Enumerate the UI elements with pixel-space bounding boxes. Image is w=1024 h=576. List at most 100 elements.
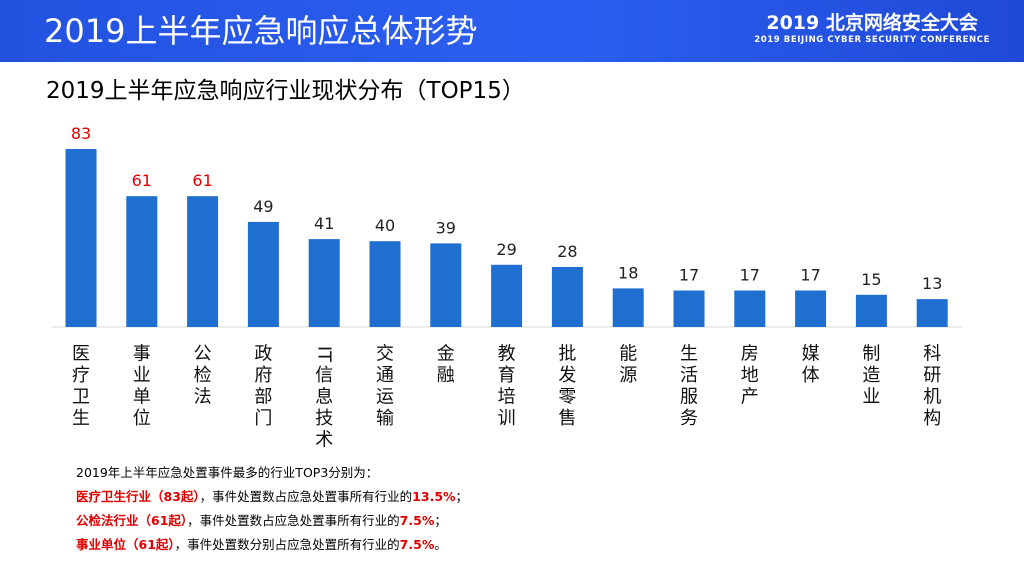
bar-医疗卫生 [65, 149, 97, 327]
svg-text:生: 生 [680, 344, 698, 365]
conference-logo: 2019 北京网络安全大会 2019 BEIJING CYBER SECURIT… [754, 12, 990, 46]
svg-text:构: 构 [923, 408, 941, 429]
svg-text:通: 通 [376, 365, 394, 386]
data-label: 49 [253, 197, 273, 216]
svg-text:息: 息 [315, 387, 333, 408]
data-label: 17 [800, 266, 820, 285]
svg-text:务: 务 [680, 408, 698, 429]
note-percent: 13.5% [412, 489, 456, 504]
bar-公检法 [187, 196, 219, 327]
bar-科研机构 [916, 299, 948, 327]
svg-text:零: 零 [558, 387, 576, 408]
note-end: ； [434, 513, 447, 528]
notes-intro: 2019年上半年应急处置事件最多的行业TOP3分别为： [76, 465, 379, 480]
svg-text:政: 政 [254, 344, 272, 365]
svg-text:运: 运 [376, 387, 394, 408]
svg-text:训: 训 [498, 408, 516, 429]
bar-教育培训 [491, 264, 523, 327]
category-label: 能源 [619, 344, 637, 387]
bar-金融 [430, 243, 462, 327]
note-text: ，事件处置数占应急处置事所有行业的 [187, 513, 400, 528]
data-label: 61 [192, 171, 212, 190]
conference-name-en: 2019 BEIJING CYBER SECURITY CONFERENCE [754, 35, 990, 45]
svg-text:生: 生 [72, 408, 90, 429]
category-label: 媒体 [802, 344, 820, 387]
category-label: 医疗卫生 [72, 344, 90, 430]
svg-text:源: 源 [619, 365, 637, 386]
svg-text:部: 部 [254, 387, 272, 408]
svg-text:卫: 卫 [72, 387, 90, 408]
svg-text:金: 金 [437, 344, 455, 365]
svg-text:检: 检 [194, 365, 212, 386]
data-label: 61 [132, 171, 152, 190]
svg-text:制: 制 [862, 344, 880, 365]
svg-text:术: 术 [315, 430, 333, 451]
svg-text:育: 育 [498, 365, 516, 386]
data-label: 40 [375, 216, 395, 235]
note-name: 公检法行业（61起） [76, 513, 188, 528]
svg-text:活: 活 [680, 365, 698, 386]
data-label: 83 [71, 124, 91, 143]
svg-text:能: 能 [619, 344, 637, 365]
svg-text:研: 研 [923, 365, 941, 386]
svg-text:技: 技 [315, 408, 333, 429]
bar-交通运输 [369, 241, 401, 327]
svg-text:输: 输 [376, 408, 394, 429]
header-banner: 2019上半年应急响应总体形势 2019 北京网络安全大会 2019 BEIJI… [0, 0, 1024, 62]
svg-text:机: 机 [923, 387, 941, 408]
note-item: 公检法行业（61起），事件处置数占应急处置事所有行业的7.5%； [76, 509, 468, 533]
svg-text:房: 房 [741, 344, 759, 365]
category-label: 制造业 [862, 344, 880, 408]
note-name: 医疗卫生行业（83起） [76, 489, 200, 504]
data-label: 29 [496, 240, 516, 259]
summary-notes: 2019年上半年应急处置事件最多的行业TOP3分别为： 医疗卫生行业（83起），… [76, 461, 468, 557]
category-label: 事业单位 [133, 344, 151, 430]
svg-text:批: 批 [558, 344, 576, 365]
bar-政府部门 [247, 221, 279, 327]
svg-text:交: 交 [376, 344, 394, 365]
bar-chart: 83医疗卫生61事业单位61公检法49政府部门41IT信息技术40交通运输39金… [52, 124, 962, 451]
bar-事业单位 [126, 196, 158, 327]
bar-IT信息技术 [308, 239, 340, 327]
svg-text:公: 公 [194, 344, 212, 365]
note-end: ； [455, 489, 469, 504]
note-end: 。 [434, 537, 447, 552]
svg-text:疗: 疗 [72, 365, 90, 386]
note-text: ，事件处置数分别占应急处置所有行业的 [174, 537, 400, 552]
svg-text:单: 单 [133, 387, 151, 408]
data-label: 28 [557, 242, 577, 261]
data-label: 18 [618, 263, 638, 282]
svg-text:医: 医 [72, 344, 90, 365]
svg-text:IT: IT [314, 346, 335, 363]
conference-name-cn: 2019 北京网络安全大会 [766, 12, 978, 34]
bar-媒体 [795, 290, 827, 327]
note-name: 事业单位（61起） [76, 537, 175, 552]
note-percent: 7.5% [399, 537, 435, 552]
svg-text:体: 体 [802, 365, 820, 386]
svg-text:门: 门 [254, 408, 272, 429]
svg-text:事: 事 [133, 344, 151, 365]
data-label: 17 [679, 266, 699, 285]
data-label: 13 [922, 274, 942, 293]
note-percent: 7.5% [399, 513, 435, 528]
chart-title: 2019上半年应急响应行业现状分布（TOP15） [46, 78, 525, 104]
svg-text:业: 业 [133, 365, 151, 386]
category-label: 公检法 [194, 344, 212, 408]
note-item: 事业单位（61起），事件处置数分别占应急处置所有行业的7.5%。 [76, 533, 468, 557]
page-title: 2019上半年应急响应总体形势 [44, 12, 478, 50]
svg-text:服: 服 [680, 387, 698, 408]
category-label: 金融 [437, 344, 455, 387]
note-text: ，事件处置数占应急处置事所有行业的 [199, 489, 413, 504]
svg-text:售: 售 [558, 408, 576, 429]
data-label: 15 [861, 270, 881, 289]
svg-text:府: 府 [254, 365, 272, 386]
data-label: 39 [436, 218, 456, 237]
svg-text:地: 地 [741, 365, 759, 386]
note-item: 医疗卫生行业（83起），事件处置数占应急处置事所有行业的13.5%； [76, 485, 468, 509]
svg-text:培: 培 [498, 387, 516, 408]
svg-text:科: 科 [923, 344, 941, 365]
